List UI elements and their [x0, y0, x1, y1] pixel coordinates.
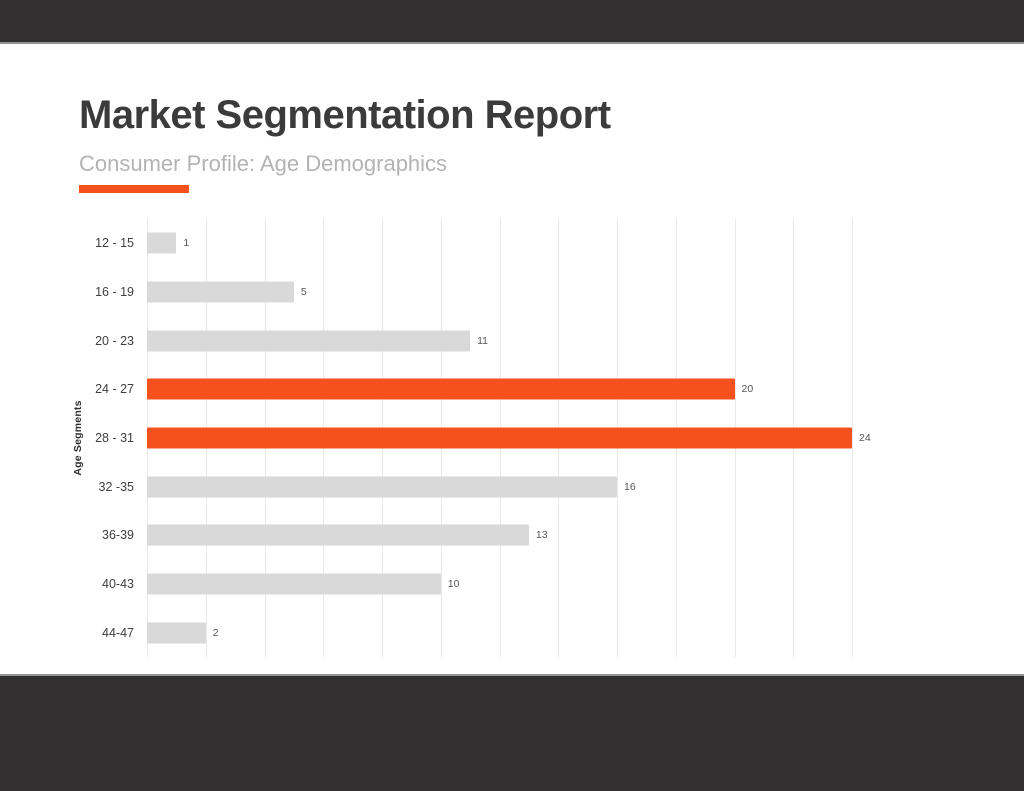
category-label: 20 - 23	[95, 333, 134, 348]
value-label: 24	[859, 431, 871, 444]
category-label: 32 -35	[98, 479, 134, 494]
y-axis-title: Age Segments	[72, 400, 84, 476]
value-label: 5	[300, 285, 307, 298]
category-label: 40-43	[102, 576, 134, 591]
value-label: 10	[447, 577, 460, 590]
bar	[147, 281, 294, 303]
bar	[147, 476, 617, 498]
page-subtitle: Consumer Profile: Age Demographics	[79, 151, 448, 176]
chart-row: 44-47 2	[102, 608, 852, 657]
chart-plot-area: 12 - 15 1 16 - 19 5 20 - 23 11 24 - 27 20 28 - 3…	[95, 219, 871, 657]
top-frame-bar	[0, 0, 1024, 44]
chart-row: 24 - 27 20	[95, 365, 852, 414]
category-label: 24 - 27	[95, 382, 134, 397]
value-label: 20	[741, 383, 754, 396]
value-label: 16	[623, 480, 636, 493]
value-label: 1	[183, 237, 190, 250]
category-label: 36-39	[102, 528, 134, 543]
chart-row: 40-43 10	[102, 560, 852, 609]
value-label: 13	[535, 529, 548, 542]
category-label: 16 - 19	[95, 284, 134, 299]
bar	[147, 622, 206, 644]
bar	[147, 573, 441, 595]
value-label: 2	[212, 626, 219, 639]
chart-row: 20 - 23 11	[95, 316, 852, 365]
bottom-frame-bar	[0, 674, 1024, 791]
bar	[147, 232, 177, 254]
page-title: Market Segmentation Report	[79, 93, 611, 137]
category-label: 44-47	[102, 625, 134, 640]
category-label: 12 - 15	[95, 236, 134, 251]
bar-highlighted	[147, 427, 852, 449]
bar	[147, 524, 529, 546]
bar-highlighted	[147, 378, 735, 400]
chart-row: 28 - 31 24	[95, 414, 871, 463]
bar	[147, 330, 471, 352]
chart-row: 36-39 13	[102, 511, 852, 560]
chart-row: 16 - 19 5	[95, 268, 852, 317]
accent-underline	[79, 185, 189, 193]
gridline	[852, 219, 853, 657]
value-label: 11	[477, 334, 489, 347]
chart-row: 12 - 15 1	[95, 219, 852, 268]
category-label: 28 - 31	[95, 430, 134, 445]
chart-row: 32 -35 16	[99, 462, 852, 511]
